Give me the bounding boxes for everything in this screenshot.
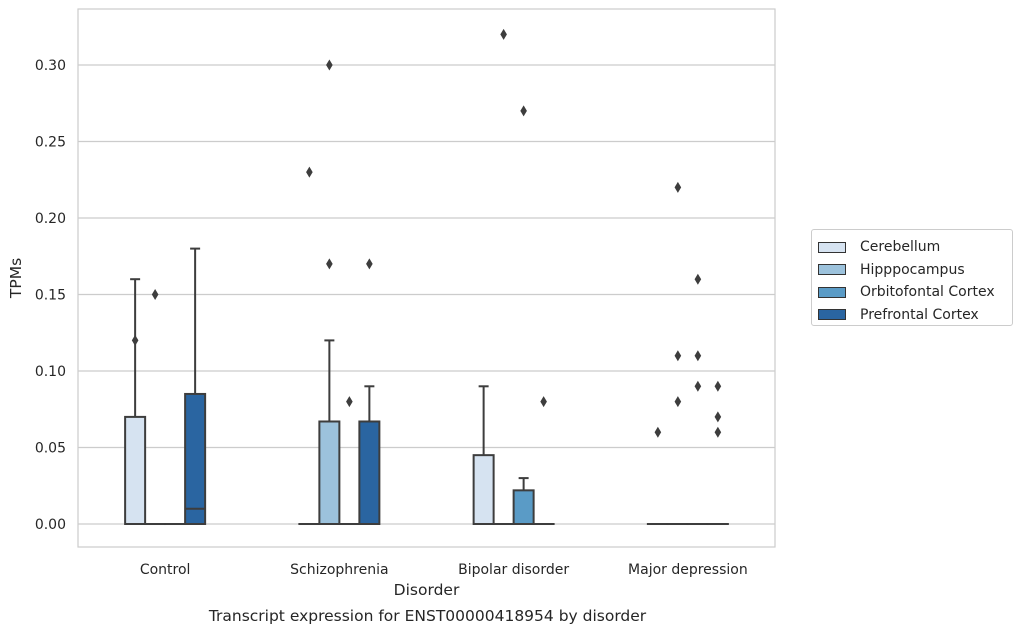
box-1-1 <box>318 59 341 525</box>
outlier-point <box>326 59 333 71</box>
box-3-3 <box>706 380 729 526</box>
legend-item: Cerebellum <box>818 236 1012 259</box>
legend-swatch <box>818 264 846 276</box>
legend-label: Hipppocampus <box>860 261 965 278</box>
outlier-point <box>674 396 682 408</box>
outlier-point <box>540 396 547 408</box>
box-2-0 <box>472 385 495 525</box>
y-tick-label: 0.20 <box>35 211 66 227</box>
outlier-point <box>694 273 702 285</box>
x-axis-label: Disorder <box>394 581 460 599</box>
outlier-point <box>151 289 159 300</box>
outlier-point <box>306 166 313 178</box>
box-1-3 <box>358 258 381 525</box>
outlier-point <box>694 380 702 392</box>
box-2-3 <box>532 396 555 526</box>
outlier-point <box>131 334 139 346</box>
outlier-point <box>326 258 333 270</box>
box-0-3 <box>184 247 207 526</box>
y-tick-label: 0.15 <box>35 288 66 304</box>
legend-item: Orbitofontal Cortex <box>818 281 1012 304</box>
legend-swatch <box>818 241 846 253</box>
legend-item: Hipppocampus <box>818 259 1012 282</box>
outlier-point <box>346 396 353 408</box>
x-tick-label: Schizophrenia <box>290 562 388 578</box>
legend-swatch <box>818 286 846 298</box>
x-tick-label: Bipolar disorder <box>458 562 569 578</box>
outlier-point <box>654 426 662 438</box>
y-tick-label: 0.00 <box>35 517 66 533</box>
box-body <box>512 489 535 525</box>
box-2-2 <box>512 105 535 525</box>
y-tick-labels: 0.00 0.05 0.10 0.15 0.20 0.25 0.30 <box>35 58 66 533</box>
legend-swatch <box>818 309 846 321</box>
plot-area <box>77 8 776 548</box>
y-tick-label: 0.25 <box>35 135 66 151</box>
legend: Cerebellum Hipppocampus Orbitofontal Corte… <box>811 229 1013 326</box>
outlier-point <box>674 181 682 193</box>
outlier-point <box>520 105 527 117</box>
box-body <box>472 454 495 525</box>
x-tick-labels: Control Schizophrenia Bipolar disorder Majo… <box>140 562 748 578</box>
box-body <box>184 392 207 526</box>
legend-label: Cerebellum <box>860 239 941 256</box>
legend-label: Prefrontal Cortex <box>860 306 979 323</box>
outlier-point <box>366 258 373 270</box>
outlier-point <box>714 426 722 438</box>
outlier-point <box>694 350 702 362</box>
x-tick-label: Major depression <box>628 562 748 578</box>
outlier-point <box>500 28 507 40</box>
box-body <box>318 420 341 525</box>
box-body <box>124 415 147 525</box>
y-tick-label: 0.10 <box>35 364 66 380</box>
y-tick-label: 0.30 <box>35 58 66 74</box>
legend-item: Prefrontal Cortex <box>818 304 1012 327</box>
box-groups <box>124 28 729 526</box>
outlier-point <box>674 350 682 362</box>
y-tick-label: 0.05 <box>35 441 66 457</box>
x-tick-label: Control <box>140 562 191 578</box>
outlier-point <box>714 411 722 423</box>
outlier-point <box>714 380 722 392</box>
y-axis-label: TPMs <box>7 258 25 299</box>
box-body <box>358 420 381 525</box>
chart-caption: Transcript expression for ENST0000041895… <box>208 607 647 625</box>
box-0-0 <box>124 278 147 525</box>
legend-label: Orbitofontal Cortex <box>860 284 995 301</box>
